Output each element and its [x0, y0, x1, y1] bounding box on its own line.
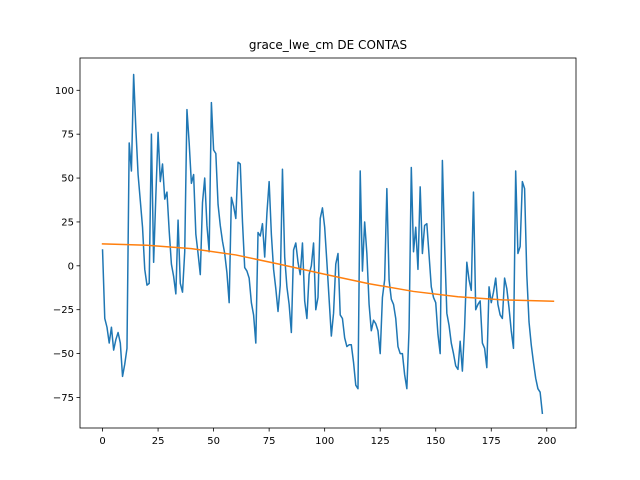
x-tick-label: 200 [537, 436, 556, 447]
series-line-observed [101, 73, 544, 415]
y-tick-label: −50 [53, 349, 74, 360]
series-layer [101, 73, 555, 415]
y-tick-label: 75 [61, 130, 74, 141]
series-line-trend [101, 243, 555, 303]
y-tick-label: 0 [68, 261, 74, 272]
chart-title: grace_lwe_cm DE CONTAS [249, 38, 407, 52]
y-tick-label: 25 [61, 217, 74, 228]
y-tick-label: −75 [53, 393, 74, 404]
axes-frame [79, 57, 577, 429]
x-tick-label: 175 [482, 436, 501, 447]
x-tick-label: 150 [426, 436, 445, 447]
x-tick-label: 50 [207, 436, 220, 447]
y-tick-label: 100 [55, 86, 74, 97]
x-tick-label: 100 [315, 436, 334, 447]
y-axis: −75 −50 −25 0 25 50 75 100 [53, 86, 80, 404]
x-tick-label: 75 [263, 436, 276, 447]
x-tick-label: 125 [371, 436, 390, 447]
x-tick-label: 0 [99, 436, 105, 447]
y-tick-label: 50 [61, 174, 74, 185]
x-axis: 0 25 50 75 100 125 150 175 200 [99, 428, 556, 447]
y-tick-label: −25 [53, 305, 74, 316]
x-tick-label: 25 [152, 436, 165, 447]
